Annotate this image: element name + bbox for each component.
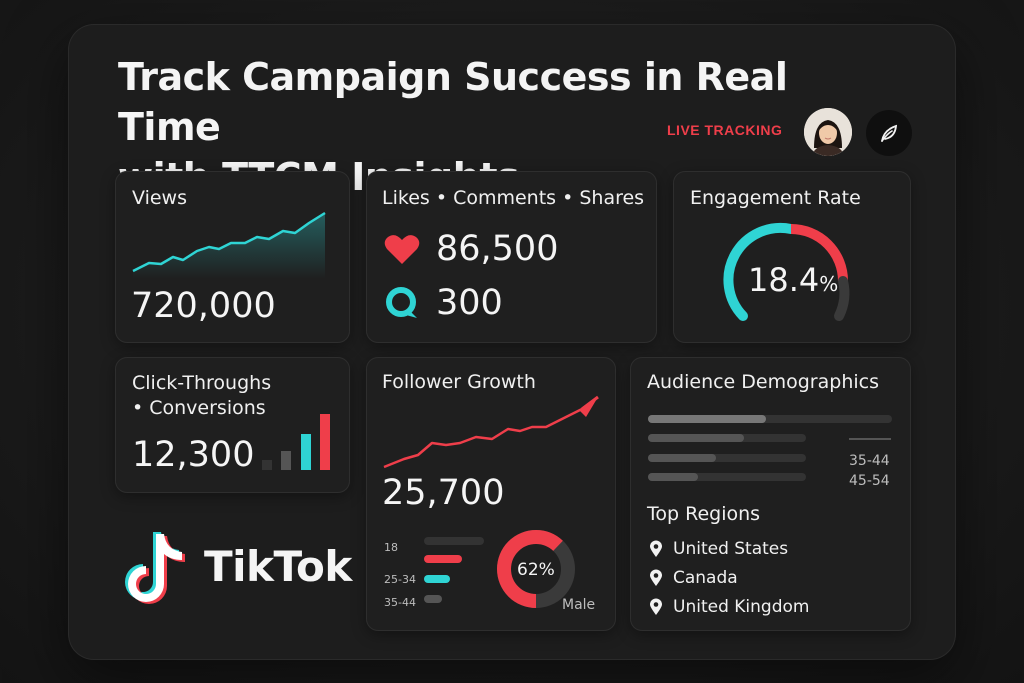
demo-age-label-2: 45-54 xyxy=(849,473,890,489)
clicks-bar-2 xyxy=(281,451,291,470)
leaf-button[interactable] xyxy=(866,110,912,156)
comment-icon xyxy=(386,287,417,318)
top-regions-title: Top Regions xyxy=(647,503,761,525)
follower-growth-chart xyxy=(383,395,599,469)
clicks-bar-3 xyxy=(301,434,311,470)
views-trend-line xyxy=(132,211,326,273)
demo-age-label-1: 35-44 xyxy=(849,453,890,469)
heart-icon xyxy=(384,235,420,264)
follower-growth-value: 25,700 xyxy=(382,473,505,513)
comments-value: 300 xyxy=(436,283,503,323)
donut-caption: Male xyxy=(562,597,596,613)
views-card[interactable]: Views 720,000 xyxy=(115,171,350,343)
region-item-3: United Kingdom xyxy=(673,597,810,617)
avatar[interactable] xyxy=(804,108,852,156)
leaf-icon xyxy=(881,124,898,142)
demo-bar-4 xyxy=(648,473,698,481)
interactions-title: Likes • Comments • Shares xyxy=(382,187,645,209)
views-value: 720,000 xyxy=(131,286,276,326)
region-item-1: United States xyxy=(673,539,789,559)
engagement-gauge xyxy=(723,222,850,321)
age-bar-3 xyxy=(424,575,450,583)
clicks-bar-1 xyxy=(262,460,272,470)
region-item-2: Canada xyxy=(673,568,738,588)
age-bar-1 xyxy=(424,537,484,545)
clicks-card[interactable]: Click-Throughs • Conversions 12,300 xyxy=(115,357,350,493)
likes-value: 86,500 xyxy=(436,229,559,269)
age-label-2: 25-34 xyxy=(384,573,416,586)
interactions-card[interactable]: Likes • Comments • Shares 86,500 300 xyxy=(366,171,657,343)
audience-title: Audience Demographics xyxy=(647,371,879,393)
gender-donut xyxy=(497,530,575,608)
follower-growth-title: Follower Growth xyxy=(382,371,536,393)
age-label-1: 18 xyxy=(384,541,398,554)
live-tracking-badge: LIVE TRACKING xyxy=(667,122,783,138)
engagement-value: 18.4% xyxy=(748,261,839,299)
demo-bar-1 xyxy=(648,415,766,423)
location-pin-icon xyxy=(650,569,662,586)
demo-track-4 xyxy=(648,473,806,481)
engagement-card[interactable]: Engagement Rate 18.4% xyxy=(673,171,911,343)
donut-label: 62% xyxy=(517,560,555,580)
demo-bar-3 xyxy=(648,454,716,462)
clicks-title: Click-Throughs • Conversions xyxy=(132,372,272,419)
views-title: Views xyxy=(132,187,187,209)
clicks-bar-4 xyxy=(320,414,330,470)
brand-name: TikTok xyxy=(204,542,352,591)
demo-divider xyxy=(849,438,891,440)
demo-bar-2 xyxy=(648,434,744,442)
location-pin-icon xyxy=(650,598,662,615)
growth-arrow xyxy=(581,395,599,411)
location-pin-icon xyxy=(650,540,662,557)
engagement-unit: % xyxy=(819,272,839,296)
follower-growth-card[interactable]: Follower Growth 25,700 18 25-34 35-44 62… xyxy=(366,357,616,631)
age-bar-4 xyxy=(424,595,442,603)
age-bar-2 xyxy=(424,555,462,563)
engagement-title: Engagement Rate xyxy=(690,187,861,209)
audience-card[interactable]: Audience Demographics 35-44 45-54 Top Re… xyxy=(630,357,911,631)
demo-track-3 xyxy=(648,454,806,462)
clicks-value: 12,300 xyxy=(132,435,255,475)
views-sparkline xyxy=(132,211,326,279)
demo-track-1 xyxy=(648,415,892,423)
age-label-3: 35-44 xyxy=(384,596,416,609)
tiktok-logo-icon xyxy=(125,532,185,604)
